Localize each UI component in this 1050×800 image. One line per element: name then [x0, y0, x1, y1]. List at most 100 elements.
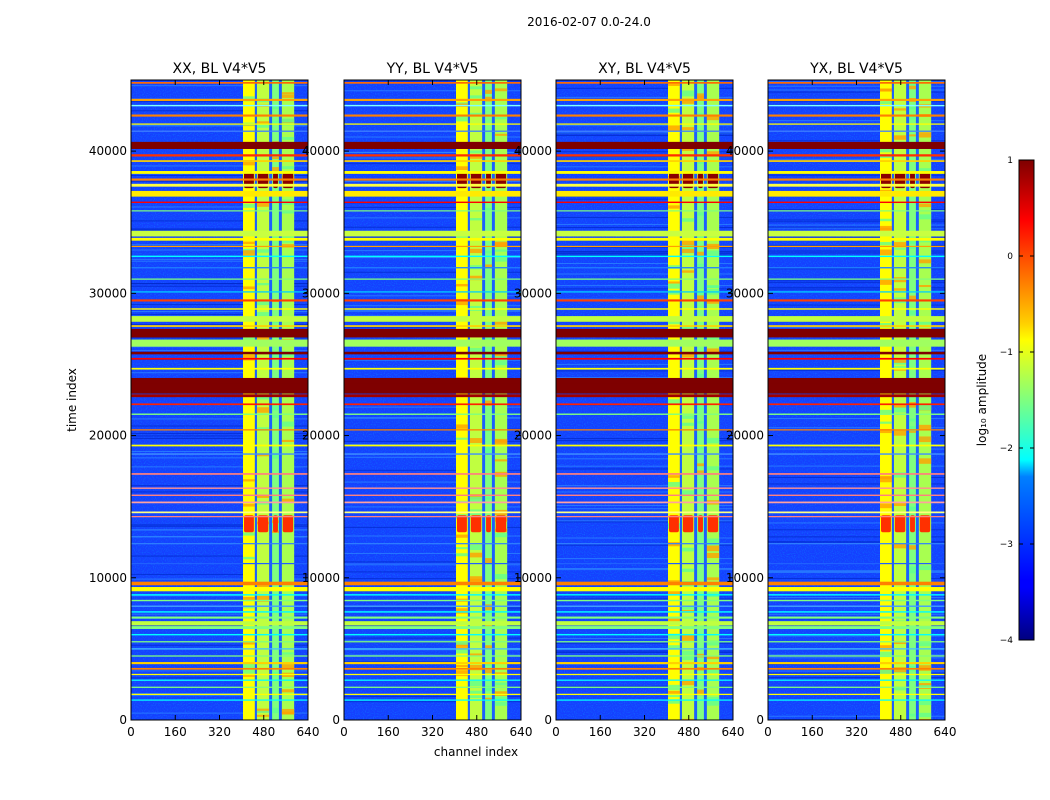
flagged-row	[131, 255, 308, 258]
texture-row	[556, 223, 733, 225]
flagged-row	[344, 367, 521, 370]
texture-row	[344, 428, 521, 430]
texture-row	[131, 165, 308, 167]
band-speckle	[256, 300, 270, 306]
band-speckle	[909, 570, 916, 574]
texture-row	[344, 359, 521, 361]
channel-band	[243, 80, 255, 720]
texture-row	[344, 456, 521, 458]
texture-row	[344, 649, 521, 651]
flagged-row	[131, 494, 308, 496]
flagged-row	[768, 377, 945, 386]
band-gap	[915, 80, 919, 720]
panel-xx: XX, BL V4*V5 0 160 320 480 640 0 10000 20000 3000…	[89, 61, 320, 739]
x-tick-label: 480	[252, 725, 275, 739]
band-speckle	[918, 132, 932, 138]
texture-row	[131, 693, 308, 695]
flagged-row	[344, 178, 521, 181]
flagged-row	[556, 339, 733, 347]
flagged-row	[768, 299, 945, 302]
flagged-row	[768, 473, 945, 475]
flagged-row	[556, 325, 733, 327]
texture-row	[768, 158, 945, 160]
flagged-row	[344, 183, 521, 187]
y-tick-label: 30000	[302, 286, 340, 300]
band-speckle	[243, 532, 255, 536]
band-speckle	[243, 556, 255, 560]
flagged-row	[131, 154, 308, 157]
band-speckle	[456, 534, 468, 538]
band-speckle	[456, 424, 468, 429]
band-speckle	[485, 496, 492, 500]
texture-row	[344, 271, 521, 273]
flagged-row	[768, 308, 945, 310]
texture-row	[344, 625, 521, 627]
flagged-row	[768, 278, 945, 280]
band-speckle	[281, 421, 295, 427]
band-speckle	[456, 166, 468, 171]
flagged-row	[131, 673, 308, 676]
texture-row	[556, 376, 733, 378]
texture-row	[768, 282, 945, 284]
flagged-row	[556, 562, 733, 565]
band-speckle	[485, 264, 492, 268]
y-tick-label: 30000	[726, 286, 764, 300]
texture-row	[768, 280, 945, 282]
x-tick-label: 320	[633, 725, 656, 739]
band-speckle	[681, 353, 695, 358]
band-speckle	[918, 168, 932, 172]
flagged-row	[768, 594, 945, 596]
band-speckle	[485, 336, 492, 342]
texture-row	[556, 598, 733, 600]
texture-row	[344, 256, 521, 258]
flagged-row	[768, 104, 945, 107]
flagged-row	[768, 130, 945, 132]
texture-row	[768, 288, 945, 290]
colorbar-tick-label: −2	[1000, 444, 1013, 454]
band-speckle	[918, 712, 932, 718]
texture-row	[344, 305, 521, 307]
texture-row	[556, 650, 733, 652]
texture-row	[768, 250, 945, 252]
band-speckle	[880, 227, 892, 231]
texture-row	[131, 432, 308, 434]
band-speckle	[893, 242, 907, 248]
texture-row	[131, 425, 308, 427]
band-speckle	[893, 407, 907, 413]
texture-row	[768, 100, 945, 102]
texture-row	[768, 219, 945, 221]
flagged-row	[344, 599, 521, 602]
flagged-row	[556, 511, 733, 514]
band-speckle	[706, 540, 720, 546]
texture-row	[556, 508, 733, 510]
flagged-row	[768, 160, 945, 162]
band-speckle	[918, 436, 932, 443]
rfi-blob	[495, 515, 507, 533]
y-tick-label: 0	[332, 713, 340, 727]
band-speckle	[485, 669, 492, 674]
texture-row	[131, 260, 308, 262]
flagged-row	[344, 494, 521, 496]
rfi-blob	[470, 515, 482, 533]
flagged-row	[556, 667, 733, 670]
flagged-row	[768, 316, 945, 322]
flagged-row	[131, 377, 308, 386]
y-tick-label: 30000	[89, 286, 127, 300]
band-speckle	[469, 695, 483, 698]
rfi-blob	[698, 515, 703, 533]
band-speckle	[880, 409, 892, 415]
flagged-row	[768, 383, 945, 394]
band-speckle	[469, 150, 483, 154]
texture-row	[344, 217, 521, 219]
band-gap	[891, 80, 894, 720]
flagged-row	[556, 626, 733, 629]
texture-row	[768, 657, 945, 659]
band-speckle	[456, 644, 468, 651]
band-speckle	[880, 148, 892, 153]
band-speckle	[681, 650, 695, 656]
flagged-row	[131, 641, 308, 643]
band-speckle	[706, 538, 720, 541]
band-speckle	[494, 574, 508, 580]
band-speckle	[909, 418, 916, 422]
texture-row	[131, 485, 308, 487]
